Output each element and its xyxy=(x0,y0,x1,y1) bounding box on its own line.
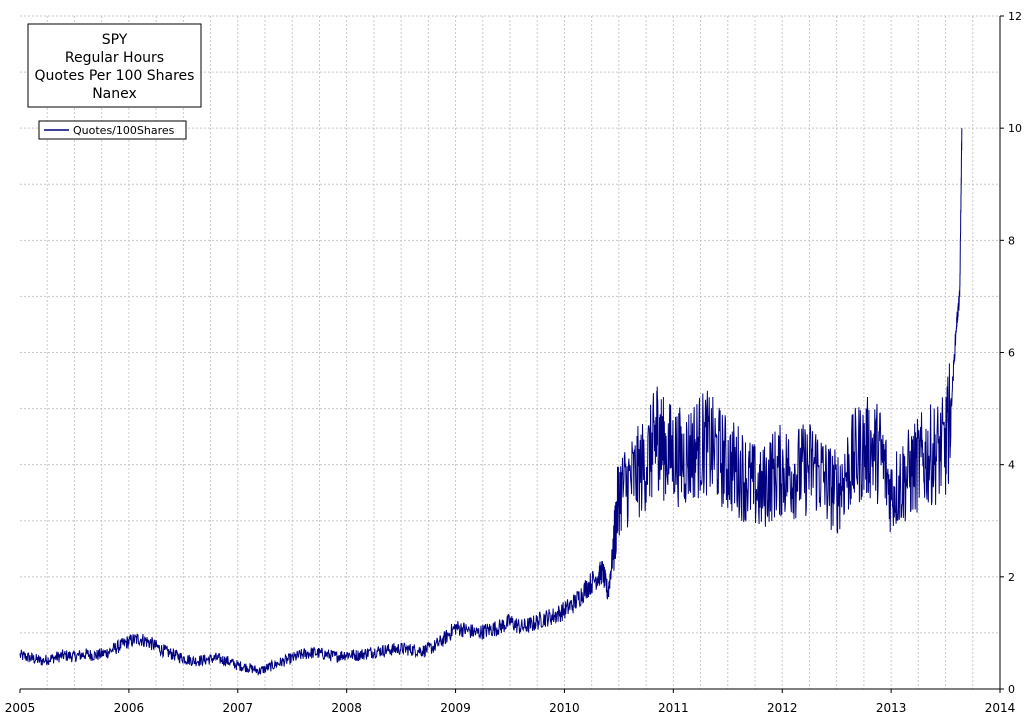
x-tick-labels: 2005 2006 2007 2008 2009 2010 2011 2012 2013 2014 xyxy=(5,701,1016,715)
title-box: SPY Regular Hours Quotes Per 100 Shares … xyxy=(27,23,202,108)
x-tick-label: 2013 xyxy=(876,701,907,715)
x-tick-label: 2005 xyxy=(5,701,36,715)
title-line-4: Nanex xyxy=(92,86,137,102)
title-box-frame xyxy=(27,23,202,108)
title-line-3: Quotes Per 100 Shares xyxy=(35,68,195,84)
title-line-2: Regular Hours xyxy=(65,50,164,66)
series-line xyxy=(19,128,963,676)
x-tick-label: 2014 xyxy=(985,701,1016,715)
y-tick-label: 6 xyxy=(1008,347,1015,360)
x-tick-label: 2009 xyxy=(440,701,471,715)
y-tick-label: 8 xyxy=(1008,234,1015,247)
x-tick-label: 2008 xyxy=(331,701,362,715)
y-tick-label: 0 xyxy=(1008,683,1015,696)
legend-label: Quotes/100Shares xyxy=(73,124,175,137)
y-tick-label: 2 xyxy=(1008,571,1015,584)
y-tick-labels: 0 2 4 6 8 10 12 xyxy=(1008,10,1022,696)
legend-frame xyxy=(38,120,187,140)
axes-layer xyxy=(19,15,1004,693)
x-tick-label: 2006 xyxy=(114,701,145,715)
x-tick-label: 2010 xyxy=(549,701,580,715)
legend: Quotes/100Shares xyxy=(38,120,187,140)
x-tick-label: 2007 xyxy=(223,701,254,715)
x-tick-label: 2011 xyxy=(658,701,689,715)
y-tick-label: 10 xyxy=(1008,122,1022,135)
y-tick-label: 12 xyxy=(1008,10,1022,23)
x-tick-label: 2012 xyxy=(767,701,798,715)
y-tick-label: 4 xyxy=(1008,459,1015,472)
title-line-1: SPY xyxy=(102,32,128,48)
series-layer xyxy=(19,128,963,676)
